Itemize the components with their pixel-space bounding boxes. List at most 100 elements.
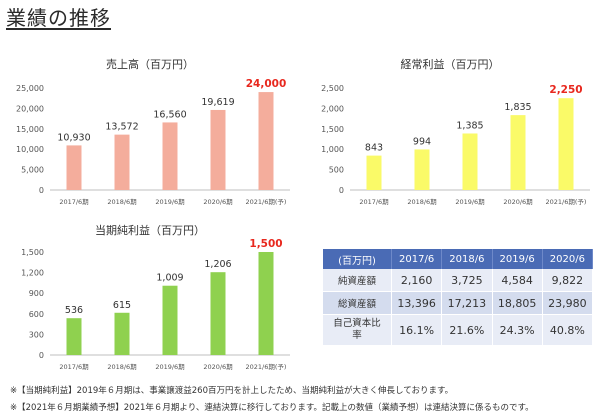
table-cell: 40.8% (542, 315, 593, 346)
table-row: 総資産額 13,396 17,213 18,805 23,980 (323, 292, 593, 315)
data-label: 19,619 (201, 97, 234, 108)
table-header-2019: 2019/6 (492, 249, 543, 269)
category-label: 2020/6期 (503, 198, 533, 206)
data-label: 1,009 (156, 273, 183, 284)
bar (558, 98, 574, 190)
sales-chart-svg: 0 5,000 10,000 15,000 20,000 25,000 10,930 2017… (16, 78, 290, 206)
y-tick-label: 0 (39, 186, 44, 195)
bar (162, 122, 178, 190)
y-tick-label: 1,200 (21, 269, 44, 278)
y-tick-label: 2,500 (321, 84, 344, 93)
data-label: 24,000 (246, 78, 287, 90)
data-label: 615 (113, 300, 131, 311)
page-title: 業績の推移 (6, 6, 111, 30)
data-label: 1,385 (456, 120, 483, 131)
ordinary-profit-chart-svg: 0 500 1,000 1,500 2,000 2,500 843 2017/6期 994 201… (321, 84, 590, 206)
table-cell: 23,980 (542, 292, 593, 315)
data-label: 994 (413, 136, 431, 147)
table-cell: 2,160 (392, 269, 443, 292)
y-tick-label: 15,000 (16, 125, 44, 134)
data-label: 2,250 (549, 84, 582, 96)
y-tick-label: 0 (339, 186, 344, 195)
bar (210, 272, 226, 355)
category-label: 2018/6期 (407, 198, 437, 206)
bar (462, 133, 478, 190)
table-cell: 17,213 (442, 292, 493, 315)
table-cell: 9,822 (542, 269, 593, 292)
bar (114, 312, 130, 355)
net-income-chart-title: 当期純利益（百万円） (95, 224, 205, 237)
bar (66, 145, 82, 190)
y-tick-label: 10,000 (16, 145, 44, 154)
table-header-row: (百万円) 2017/6 2018/6 2019/6 2020/6 (323, 249, 593, 269)
category-label: 2017/6期 (59, 363, 89, 371)
row-label-equity-ratio: 自己資本比率 (323, 315, 392, 346)
bar (162, 285, 178, 355)
category-label: 2021/6期(予) (546, 198, 587, 206)
ordinary-profit-chart: 経常利益（百万円） 0 500 1,000 1,500 2,000 2,500 843 201… (300, 48, 600, 218)
table-cell: 13,396 (392, 292, 443, 315)
category-label: 2017/6期 (359, 198, 389, 206)
data-label: 16,560 (153, 109, 186, 120)
financial-position-table: (百万円) 2017/6 2018/6 2019/6 2020/6 純資産額 2… (323, 249, 593, 346)
category-label: 2017/6期 (59, 198, 89, 206)
category-label: 2018/6期 (107, 198, 137, 206)
row-label-total-assets: 総資産額 (323, 292, 392, 315)
bar (210, 109, 226, 190)
row-label-net-assets: 純資産額 (323, 269, 392, 292)
y-tick-label: 2,000 (321, 104, 344, 113)
category-label: 2019/6期 (455, 198, 485, 206)
y-tick-label: 5,000 (21, 166, 44, 175)
data-label: 843 (365, 143, 383, 154)
data-label: 536 (65, 305, 83, 316)
bar (258, 252, 274, 355)
footnote-net-income: ※【当期純利益】2019年６月期は、事業譲渡益260百万円を計上したため、当期純… (10, 386, 454, 396)
data-label: 1,500 (249, 238, 282, 250)
data-label: 10,930 (57, 132, 90, 143)
sales-chart: 売上高（百万円） 0 5,000 10,000 15,000 20,000 25,000 1… (0, 48, 300, 218)
y-tick-label: 600 (29, 310, 44, 319)
y-tick-label: 900 (29, 289, 44, 298)
y-tick-label: 500 (329, 166, 344, 175)
category-label: 2018/6期 (107, 363, 137, 371)
category-label: 2021/6期(予) (246, 363, 287, 371)
bar (414, 149, 430, 190)
category-label: 2019/6期 (155, 363, 185, 371)
category-label: 2020/6期 (203, 198, 233, 206)
footnote-forecast: ※【2021年６月期業績予想】2021年６月期より、連結決算に移行しております。… (10, 403, 534, 413)
category-label: 2021/6期(予) (246, 198, 287, 206)
y-tick-label: 1,500 (321, 125, 344, 134)
net-income-chart-svg: 0 300 600 900 1,200 1,500 536 2017/6期 615 2018/6期… (21, 238, 290, 371)
table-header-unit: (百万円) (323, 249, 392, 269)
data-label: 13,572 (105, 122, 138, 133)
y-tick-label: 1,500 (21, 248, 44, 257)
table-cell: 24.3% (492, 315, 543, 346)
y-tick-label: 300 (29, 330, 44, 339)
sales-chart-title: 売上高（百万円） (106, 58, 194, 71)
table-row: 純資産額 2,160 3,725 4,584 9,822 (323, 269, 593, 292)
data-label: 1,835 (504, 102, 531, 113)
bar (114, 134, 130, 190)
category-label: 2020/6期 (203, 363, 233, 371)
table-header-2017: 2017/6 (392, 249, 443, 269)
y-tick-label: 25,000 (16, 84, 44, 93)
bar (510, 115, 526, 190)
bar (258, 92, 274, 190)
table-cell: 3,725 (442, 269, 493, 292)
table-header-2020: 2020/6 (542, 249, 593, 269)
y-tick-label: 0 (39, 351, 44, 360)
net-income-chart: 当期純利益（百万円） 0 300 600 900 1,200 1,500 536 2017/6… (0, 220, 300, 378)
bar (366, 155, 382, 190)
bar (66, 318, 82, 355)
table-header-2018: 2018/6 (442, 249, 493, 269)
table-cell: 4,584 (492, 269, 543, 292)
table-cell: 16.1% (392, 315, 443, 346)
table-cell: 21.6% (442, 315, 493, 346)
table-cell: 18,805 (492, 292, 543, 315)
table-row: 自己資本比率 16.1% 21.6% 24.3% 40.8% (323, 315, 593, 346)
data-label: 1,206 (204, 259, 231, 270)
category-label: 2019/6期 (155, 198, 185, 206)
y-tick-label: 1,000 (321, 145, 344, 154)
ordinary-profit-chart-title: 経常利益（百万円） (400, 58, 500, 71)
y-tick-label: 20,000 (16, 104, 44, 113)
